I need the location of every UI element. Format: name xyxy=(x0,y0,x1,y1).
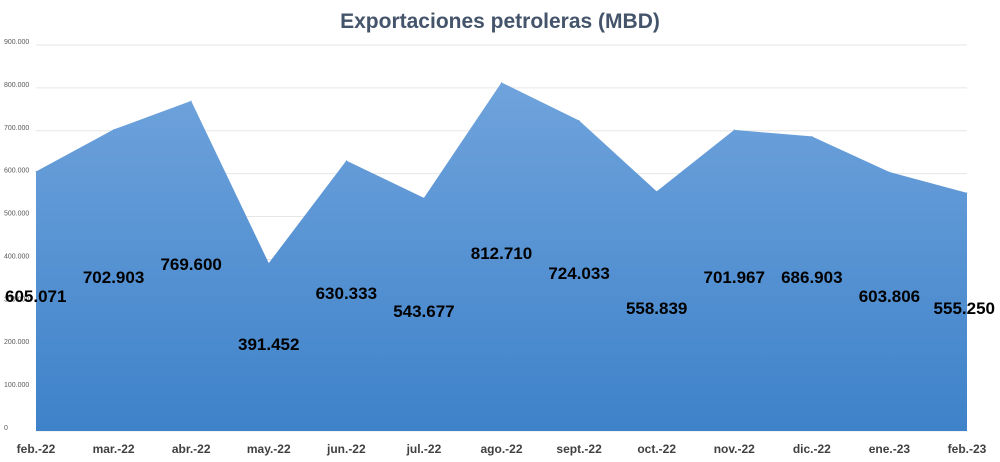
chart-title: Exportaciones petroleras (MBD) xyxy=(340,10,660,33)
x-tick-label: jul.-22 xyxy=(406,442,442,456)
x-tick-label: may.-22 xyxy=(247,442,291,456)
data-label: 686.903 xyxy=(781,268,842,287)
area-point xyxy=(656,190,658,192)
y-tick-label: 700.000 xyxy=(4,125,29,132)
y-tick-label: 0 xyxy=(4,425,8,432)
y-tick-label: 100.000 xyxy=(4,382,29,389)
data-labels: 605.071 702.903 769.600 391.452 630.333 543.6… xyxy=(5,244,995,354)
area-point xyxy=(966,192,968,194)
data-label: 391.452 xyxy=(238,335,299,354)
data-label: 769.600 xyxy=(160,255,221,274)
x-tick-label: dic.-22 xyxy=(793,442,831,456)
x-tick-label: mar.-22 xyxy=(93,442,135,456)
x-tick-label: ago.-22 xyxy=(480,442,522,456)
area-point xyxy=(423,197,425,199)
data-label: 701.967 xyxy=(704,268,765,287)
data-label: 702.903 xyxy=(83,268,144,287)
area-point xyxy=(501,81,502,83)
data-label: 543.677 xyxy=(393,302,454,321)
y-tick-label: 600.000 xyxy=(4,168,29,175)
data-label: 555.250 xyxy=(934,299,995,318)
y-tick-label: 900.000 xyxy=(4,39,29,46)
data-label: 630.333 xyxy=(316,284,377,303)
area-point xyxy=(268,262,270,264)
x-tick-label: jun.-22 xyxy=(326,442,366,456)
x-tick-label: feb.-22 xyxy=(17,442,56,456)
area-point xyxy=(345,160,347,162)
area-point xyxy=(113,129,115,131)
x-tick-label: feb.-23 xyxy=(948,442,987,456)
data-label: 724.033 xyxy=(548,264,609,283)
x-axis-ticks: feb.-22 mar.-22 abr.-22 may.-22 jun.-22 jul.-… xyxy=(17,442,987,456)
y-tick-label: 400.000 xyxy=(4,253,29,260)
y-axis-ticks: 0 100.000 200.000 300.000 400.000 500.000 600.… xyxy=(4,39,29,432)
x-tick-label: nov.-22 xyxy=(714,442,755,456)
area-point xyxy=(35,170,37,172)
area-series xyxy=(35,81,968,431)
area-point xyxy=(578,119,580,121)
y-tick-label: 500.000 xyxy=(4,211,29,218)
y-tick-label: 300.000 xyxy=(4,296,29,303)
area-point xyxy=(190,100,192,102)
x-tick-label: sept.-22 xyxy=(556,442,602,456)
x-tick-label: oct.-22 xyxy=(637,442,676,456)
x-tick-label: ene.-23 xyxy=(869,442,911,456)
data-label: 605.071 xyxy=(5,287,66,306)
area-point xyxy=(811,135,813,137)
area-series-shape xyxy=(36,82,967,431)
data-label: 603.806 xyxy=(859,287,920,306)
y-tick-label: 800.000 xyxy=(4,82,29,89)
data-label: 812.710 xyxy=(471,244,532,263)
area-point xyxy=(888,171,890,173)
x-tick-label: abr.-22 xyxy=(172,442,211,456)
y-tick-label: 200.000 xyxy=(4,339,29,346)
data-label: 558.839 xyxy=(626,299,687,318)
area-point xyxy=(733,129,735,131)
